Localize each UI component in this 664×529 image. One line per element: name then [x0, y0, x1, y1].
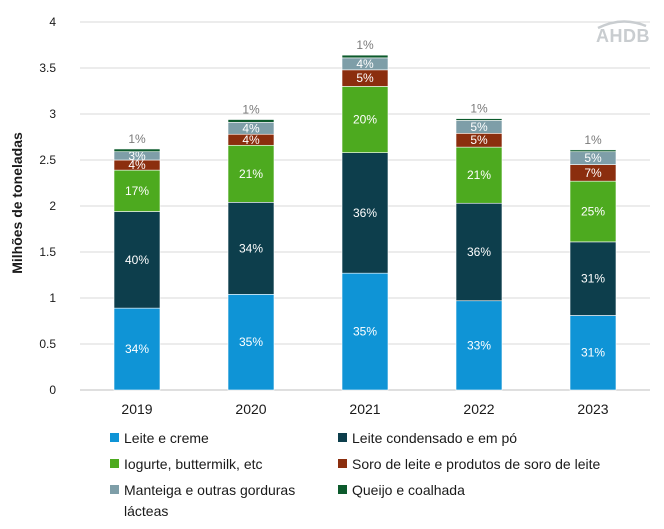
data-label: 4% [242, 121, 260, 135]
data-label: 34% [239, 241, 263, 255]
bar-segment [113, 211, 161, 309]
bar-segment [569, 149, 617, 153]
bar-segment [113, 148, 161, 153]
data-label: 17% [125, 184, 149, 198]
bar-segment [227, 144, 275, 203]
legend-swatch [338, 459, 347, 468]
bar-segment [341, 86, 389, 153]
data-label: 35% [353, 325, 377, 339]
data-label: 20% [353, 113, 377, 127]
data-label: 35% [239, 335, 263, 349]
data-label: 21% [467, 168, 491, 182]
data-label: 3% [128, 149, 146, 163]
data-label: 5% [470, 120, 488, 134]
bar-segment [113, 307, 161, 391]
bar-segment [569, 180, 617, 243]
y-tick-label: 3 [49, 107, 56, 121]
y-tick-label: 1 [49, 291, 56, 305]
y-tick-label: 2 [49, 199, 56, 213]
data-label: 4% [128, 158, 146, 172]
legend-label: Leite e creme [124, 430, 209, 446]
data-label: 5% [356, 71, 374, 85]
data-label: 5% [470, 133, 488, 147]
x-axis-ticks: 2019 2020 2021 2022 2023 [121, 401, 608, 417]
y-tick-label: 4 [49, 15, 56, 29]
x-tick-label: 2020 [235, 401, 266, 417]
data-label: 21% [239, 167, 263, 181]
bar-segment [113, 169, 161, 212]
data-label: 4% [242, 133, 260, 147]
data-label: 25% [581, 205, 605, 219]
x-tick-label: 2022 [463, 401, 494, 417]
legend-swatch [110, 433, 119, 442]
bar-segment [341, 152, 389, 274]
data-label: 1% [242, 103, 260, 117]
bar-segment [227, 119, 275, 123]
logo: AHDB [596, 26, 650, 46]
y-tick-label: 0 [49, 383, 56, 397]
legend-label: Queijo e coalhada [352, 482, 465, 498]
legend-label: Manteiga e outras gorduras lácteas [124, 482, 296, 519]
stacked-bar-chart: 00.511.522.533.54 34%40%17%4%3%1%35%34%2… [9, 15, 650, 417]
data-label: 5% [584, 151, 602, 165]
data-label: 1% [128, 132, 146, 146]
bar-segment [569, 315, 617, 391]
data-label: 36% [353, 206, 377, 220]
data-label: 36% [467, 245, 491, 259]
x-tick-label: 2019 [121, 401, 152, 417]
logo-arc [597, 20, 647, 30]
data-label: 40% [125, 253, 149, 267]
y-tick-label: 2.5 [39, 153, 56, 167]
legend-label: Leite condensado e em pó [352, 430, 518, 446]
bar-segment [455, 118, 503, 121]
y-tick-label: 0.5 [39, 337, 56, 351]
legend-label: Iogurte, buttermilk, etc [124, 456, 263, 472]
data-label: 1% [584, 133, 602, 147]
data-label: 4% [356, 57, 374, 71]
data-label: 34% [125, 342, 149, 356]
y-axis-ticks: 0 0.5 1 1.5 2 2.5 3 3.5 4 [39, 15, 56, 397]
data-label: 7% [584, 166, 602, 180]
data-label: 33% [467, 338, 491, 352]
data-label: 1% [470, 102, 488, 116]
bar-segment [341, 54, 389, 59]
data-label: 31% [581, 272, 605, 286]
bar-segment [227, 202, 275, 295]
legend-swatch [338, 433, 347, 442]
bar-segment [569, 241, 617, 316]
x-tick-label: 2023 [577, 401, 608, 417]
bar-segment [455, 202, 503, 302]
bar-segment [227, 294, 275, 391]
x-tick-label: 2021 [349, 401, 380, 417]
bars: 34%40%17%4%3%1%35%34%21%4%4%1%35%36%20%5… [113, 38, 617, 391]
data-label: 31% [581, 346, 605, 360]
legend-swatch [110, 485, 119, 494]
legend-swatch [338, 485, 347, 494]
legend-swatch [110, 459, 119, 468]
data-label: 1% [356, 38, 374, 52]
y-tick-label: 1.5 [39, 245, 56, 259]
y-tick-label: 3.5 [39, 61, 56, 75]
legend-label: Soro de leite e produtos de soro de leit… [352, 456, 601, 472]
y-axis-label: Milhões de toneladas [9, 132, 25, 274]
